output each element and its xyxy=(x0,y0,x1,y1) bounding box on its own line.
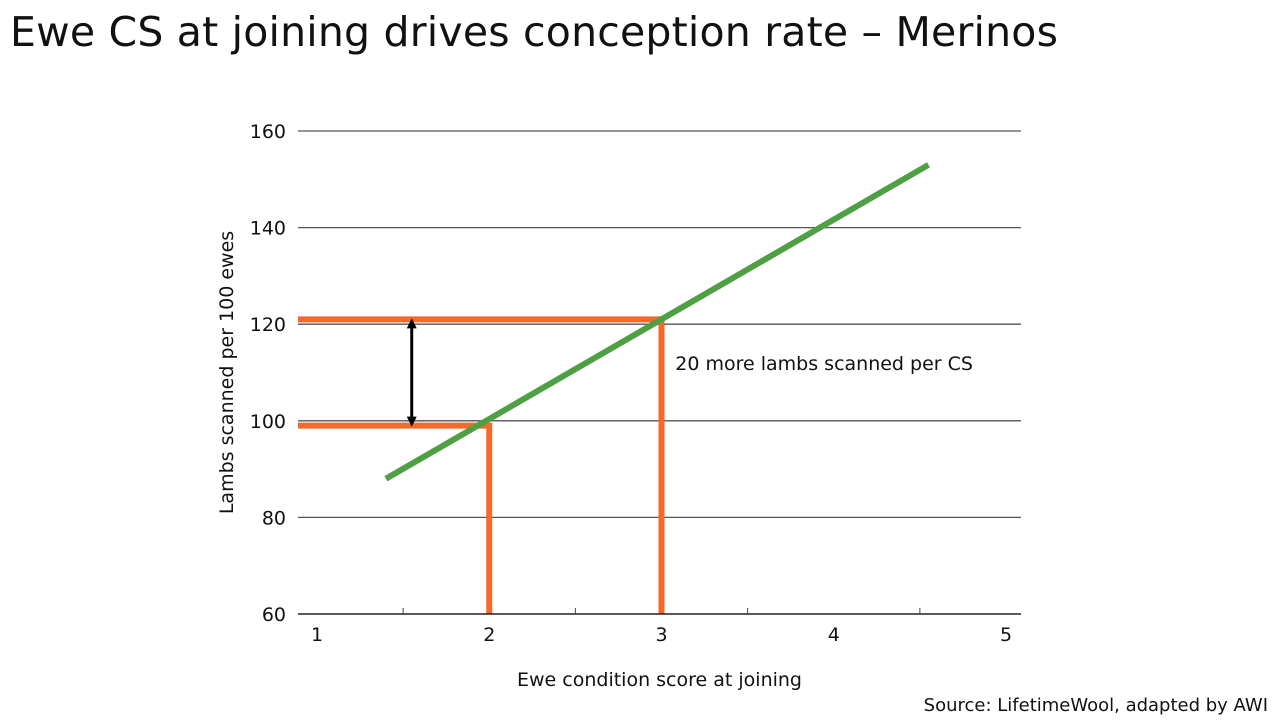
y-tick-label-100: 100 xyxy=(250,411,286,433)
series-line-1 xyxy=(384,162,930,482)
y-tick-label-140: 140 xyxy=(250,218,286,240)
y-tick-label-60: 60 xyxy=(262,604,286,626)
y-tick-label-120: 120 xyxy=(250,314,286,336)
source-note: Source: LifetimeWool, adapted by AWI xyxy=(923,695,1268,716)
annotations: 20 more lambs scanned per CS xyxy=(406,318,973,427)
x-tick-label-4: 4 xyxy=(828,624,840,646)
x-axis-title: Ewe condition score at joining xyxy=(517,669,802,691)
y-tick-label-160: 160 xyxy=(250,121,286,143)
tick-labels: 60 80 100 120 140 160 1 2 3 4 5 xyxy=(250,121,1012,646)
reference-lines xyxy=(298,316,665,614)
x-tick-label-2: 2 xyxy=(483,624,495,646)
annotation-label: 20 more lambs scanned per CS xyxy=(675,353,973,375)
x-tick-label-1: 1 xyxy=(311,624,323,646)
slide-title: Ewe CS at joining drives conception rate… xyxy=(10,8,1059,56)
x-axis xyxy=(298,608,1021,615)
y-tick-label-80: 80 xyxy=(262,507,286,529)
x-tick-label-3: 3 xyxy=(655,624,667,646)
x-tick-label-5: 5 xyxy=(1000,624,1012,646)
y-axis-title: Lambs scanned per 100 ewes xyxy=(216,231,238,514)
series-layer xyxy=(384,162,930,482)
